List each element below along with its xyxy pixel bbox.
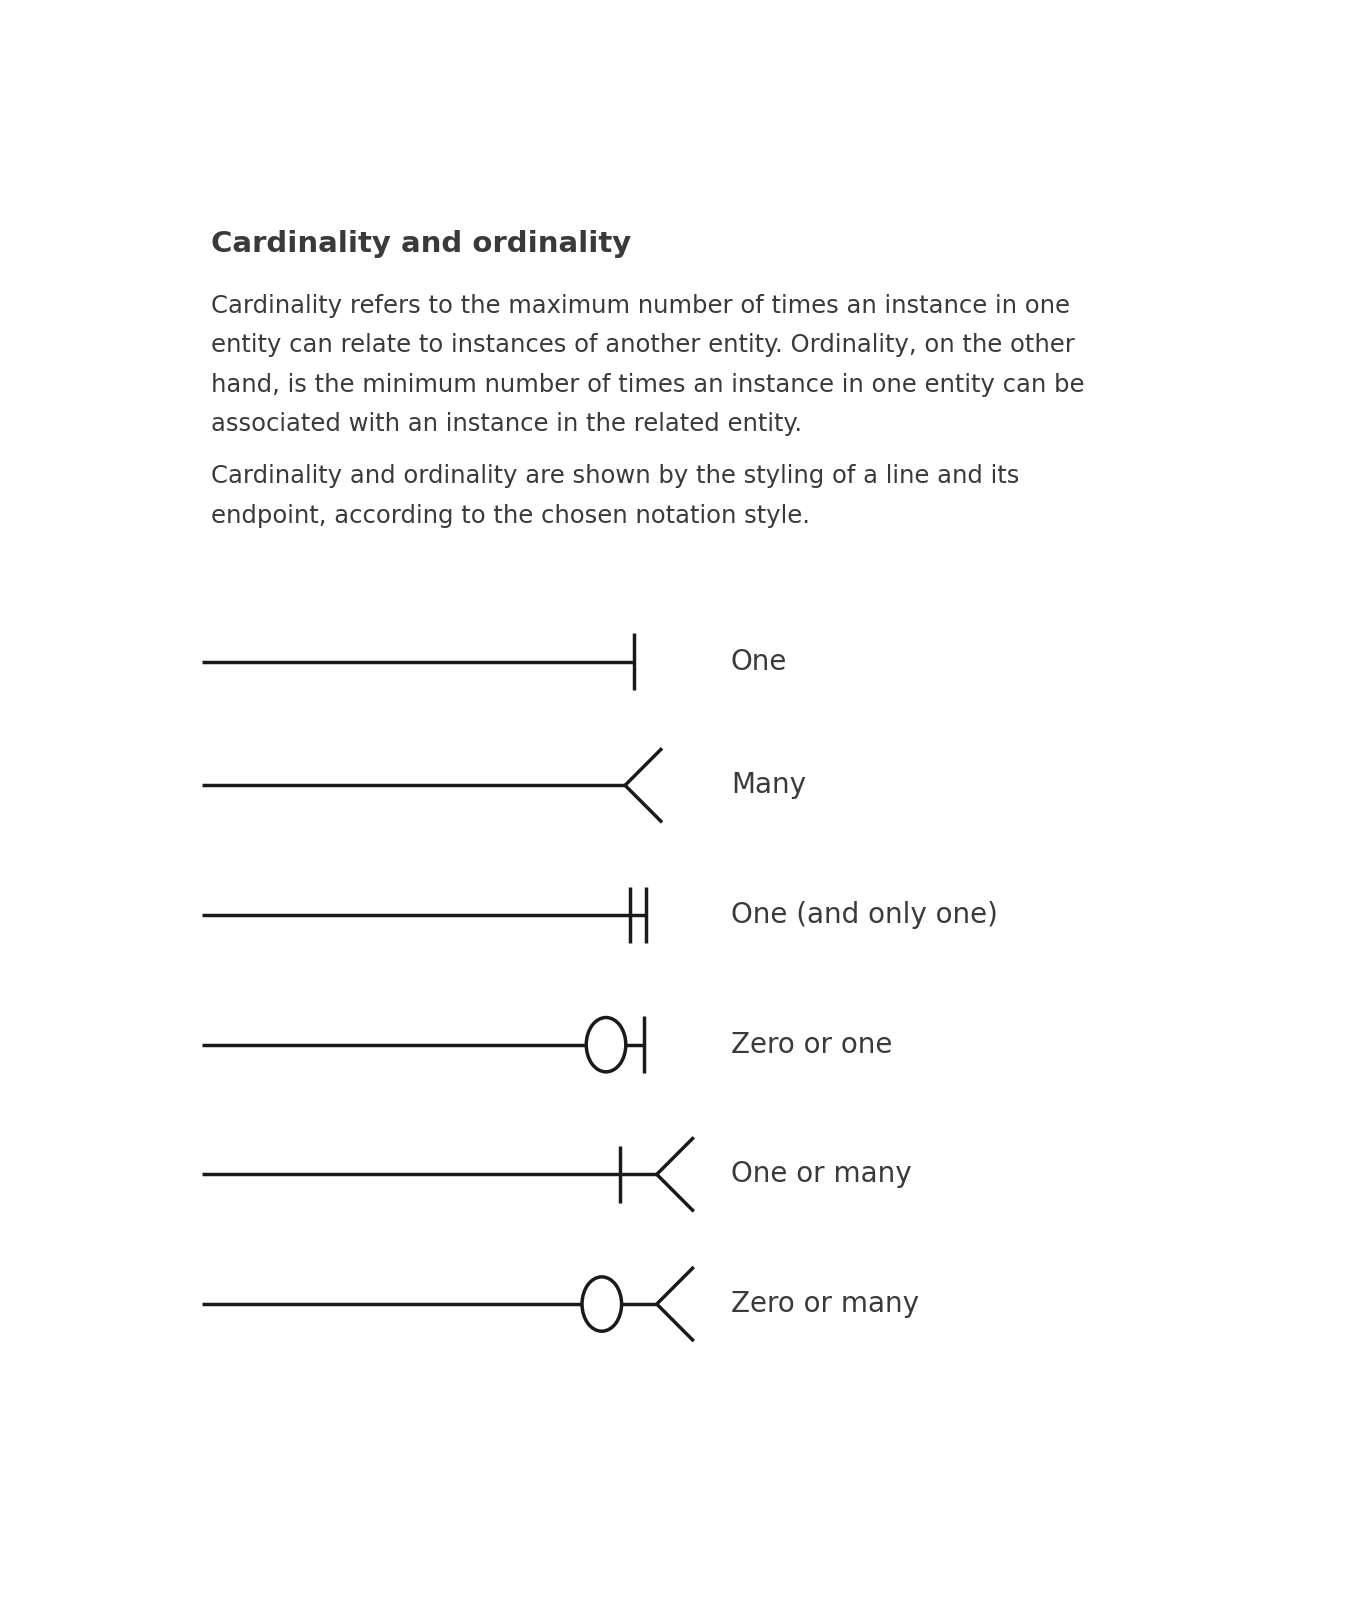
Text: hand, is the minimum number of times an instance in one entity can be: hand, is the minimum number of times an … [210, 372, 1084, 396]
Text: Zero or one: Zero or one [731, 1031, 892, 1059]
Text: One (and only one): One (and only one) [731, 901, 997, 929]
Ellipse shape [587, 1017, 626, 1071]
Text: Cardinality refers to the maximum number of times an instance in one: Cardinality refers to the maximum number… [210, 294, 1069, 318]
Text: Cardinality and ordinality are shown by the styling of a line and its: Cardinality and ordinality are shown by … [210, 464, 1019, 488]
Text: associated with an instance in the related entity.: associated with an instance in the relat… [210, 412, 802, 436]
Text: Zero or many: Zero or many [731, 1290, 919, 1318]
Text: entity can relate to instances of another entity. Ordinality, on the other: entity can relate to instances of anothe… [210, 334, 1075, 358]
Text: endpoint, according to the chosen notation style.: endpoint, according to the chosen notati… [210, 504, 810, 528]
Text: Cardinality and ordinality: Cardinality and ordinality [210, 229, 632, 258]
Text: One or many: One or many [731, 1160, 911, 1189]
Text: Many: Many [731, 772, 806, 799]
Ellipse shape [582, 1277, 622, 1331]
Text: One: One [731, 648, 787, 675]
